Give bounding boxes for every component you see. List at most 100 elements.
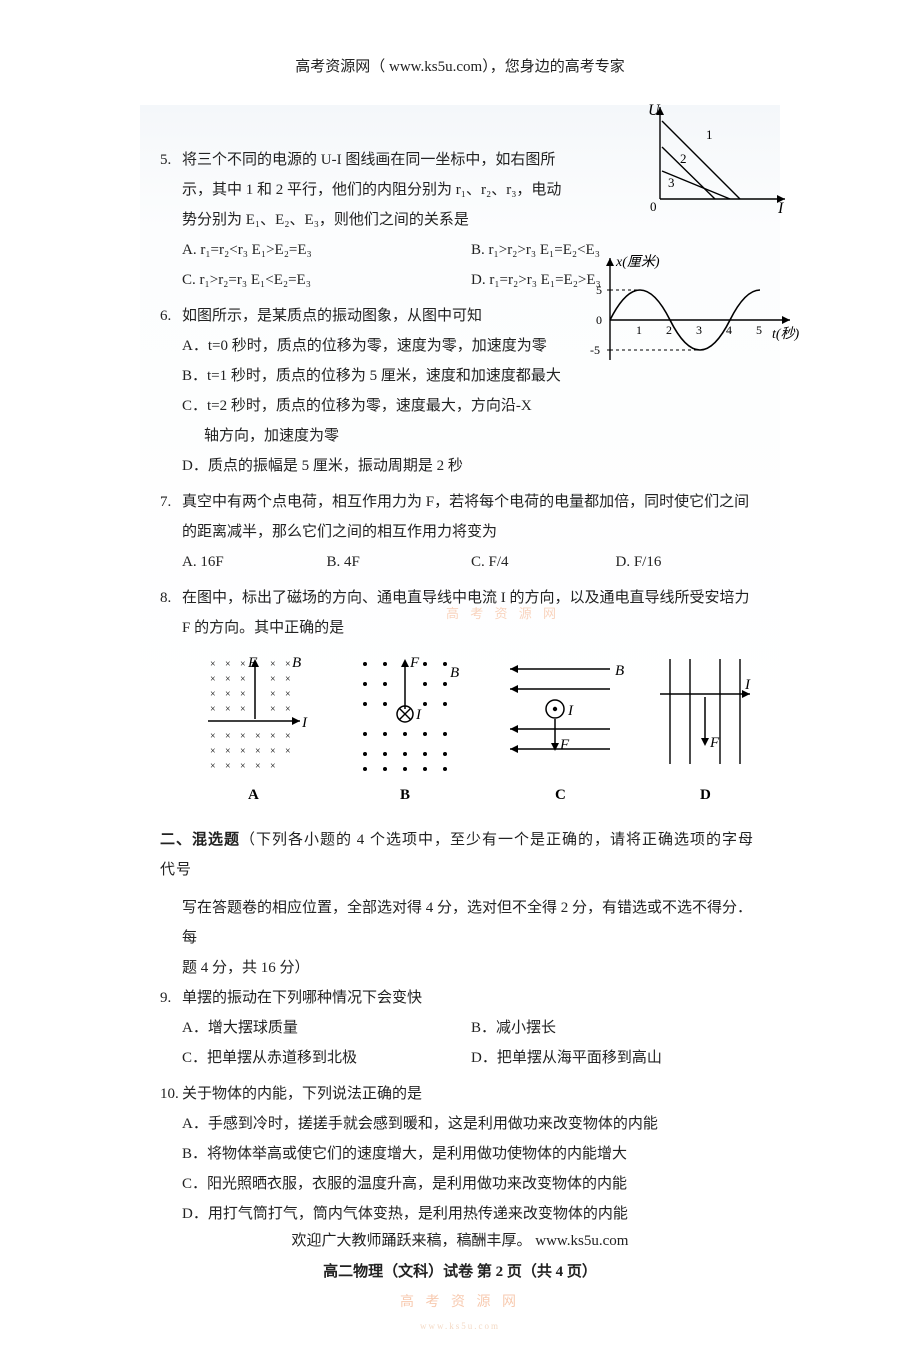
svg-text:×: × [240, 674, 246, 685]
q6-optC: C．t=2 秒时，质点的位移为零，速度最大，方向沿-X [182, 391, 760, 421]
question-8: 8. 在图中，标出了磁场的方向、通电直导线中电流 I 的方向，以及通电直导线所受… [160, 583, 760, 809]
q8a-F: F [247, 655, 258, 671]
q8d-label: D [700, 787, 711, 803]
q7-optA: A. 16F [182, 547, 327, 577]
q8b-B: B [450, 665, 459, 681]
q5-axis-i: I [777, 200, 784, 217]
q5-line1-label: 1 [706, 127, 713, 142]
svg-text:×: × [255, 746, 261, 757]
page-header: 高考资源网（ www.ks5u.com），您身边的高考专家 [0, 0, 920, 76]
svg-text:×: × [270, 746, 276, 757]
watermark-sub: www.ks5u.com [160, 1317, 760, 1335]
question-9: 9. 单摆的振动在下列哪种情况下会变快 A．增大摆球质量 B．减小摆长 C．把单… [160, 983, 760, 1073]
q8a-I: I [301, 715, 308, 731]
svg-text:×: × [270, 674, 276, 685]
q5-optA: A. r₁=r₂<r₃ E₁>E₂=E₃ [182, 235, 471, 265]
svg-text:×: × [285, 659, 291, 670]
section2-desc1: （下列各小题的 4 个选项中，至少有一个是正确的，请将正确选项的字母代号 [160, 832, 754, 878]
q9-line1: 单摆的振动在下列哪种情况下会变快 [182, 983, 760, 1013]
question-7: 7. 真空中有两个点电荷，相互作用力为 F，若将每个电荷的电量都加倍，同时使它们… [160, 487, 760, 577]
svg-text:×: × [270, 659, 276, 670]
q9-optC: C．把单摆从赤道移到北极 [182, 1043, 471, 1073]
section2-title-text: 二、混选题 [160, 832, 240, 848]
q6-ylabel: x(厘米) [615, 254, 660, 270]
q6-optA: A．t=0 秒时，质点的位移为零，速度为零，加速度为零 [182, 331, 760, 361]
q10-line1: 关于物体的内能，下列说法正确的是 [182, 1079, 760, 1109]
svg-text:×: × [285, 731, 291, 742]
q7-optB: B. 4F [327, 547, 472, 577]
page-number: 高二物理（文科）试卷 第 2 页（共 4 页） [160, 1257, 760, 1287]
svg-text:×: × [240, 659, 246, 670]
question-6: 6. 如图所示，是某质点的振动图象，从图中可知 A．t=0 秒时，质点的位移为零… [160, 301, 760, 481]
watermark-main: 高 考 资 源 网 [160, 1289, 760, 1317]
content-wrap: U I 0 1 2 3 5. 将三个不同的电源的 U-I 图线画在同一坐标中，如… [140, 105, 780, 1355]
q8d-F: F [709, 735, 720, 751]
svg-text:×: × [225, 746, 231, 757]
svg-text:×: × [270, 704, 276, 715]
q8b-label: B [400, 787, 410, 803]
svg-text:×: × [210, 704, 216, 715]
q6-xlabel: t(秒) [772, 326, 800, 342]
q8c-B: B [615, 663, 624, 679]
svg-text:×: × [210, 659, 216, 670]
svg-text:×: × [255, 761, 261, 772]
q5-optC: C. r₁>r₂=r₃ E₁<E₂=E₃ [182, 265, 471, 295]
svg-text:×: × [270, 731, 276, 742]
q10-optB: B．将物体举高或使它们的速度增大，是利用做功使物体的内能增大 [182, 1139, 760, 1169]
svg-text:×: × [225, 674, 231, 685]
q5-line3: 势分别为 E₁、E₂、E₃，则他们之间的关系是 [182, 205, 760, 235]
q10-num: 10. [160, 1079, 179, 1109]
q6-num: 6. [160, 301, 171, 331]
q8c-F: F [559, 737, 570, 753]
q6-ytick-5: 5 [596, 283, 602, 297]
svg-text:×: × [210, 761, 216, 772]
q7-optD: D. F/16 [616, 547, 761, 577]
q8-num: 8. [160, 583, 171, 613]
section2-desc2: 写在答题卷的相应位置，全部选对得 4 分，选对但不全得 2 分，有错选或不选不得… [182, 893, 760, 953]
q9-optD: D．把单摆从海平面移到高山 [471, 1043, 760, 1073]
q10-optD: D．用打气筒打气，筒内气体变热，是利用热传递来改变物体的内能 [182, 1199, 760, 1229]
svg-text:×: × [240, 689, 246, 700]
svg-text:×: × [270, 761, 276, 772]
q8c-label: C [555, 787, 566, 803]
svg-text:×: × [210, 689, 216, 700]
question-10: 10. 关于物体的内能，下列说法正确的是 A．手感到冷时，搓搓手就会感到暖和，这… [160, 1079, 760, 1229]
svg-text:×: × [225, 761, 231, 772]
svg-text:×: × [285, 746, 291, 757]
svg-text:×: × [225, 731, 231, 742]
q5-num: 5. [160, 145, 171, 175]
q8c-I: I [567, 703, 574, 719]
q10-optA: A．手感到冷时，搓搓手就会感到暖和，这是利用做功来改变物体的内能 [182, 1109, 760, 1139]
svg-text:×: × [285, 704, 291, 715]
q8-figure: ××××× ××××× ××××× ××××× ×××××× ×××××× ××… [200, 649, 760, 809]
svg-text:×: × [285, 674, 291, 685]
q9-num: 9. [160, 983, 171, 1013]
q6-optB: B．t=1 秒时，质点的位移为 5 厘米，速度和加速度都最大 [182, 361, 760, 391]
q9-optA: A．增大摆球质量 [182, 1013, 471, 1043]
q7-optC: C. F/4 [471, 547, 616, 577]
q5-line1: 将三个不同的电源的 U-I 图线画在同一坐标中，如右图所 [182, 145, 760, 175]
q8b-F: F [409, 655, 420, 671]
svg-text:×: × [285, 689, 291, 700]
q6-optD: D．质点的振幅是 5 厘米，振动周期是 2 秒 [182, 451, 760, 481]
content: U I 0 1 2 3 5. 将三个不同的电源的 U-I 图线画在同一坐标中，如… [140, 105, 780, 1355]
section2-desc3: 题 4 分，共 16 分） [182, 953, 760, 983]
svg-text:×: × [210, 746, 216, 757]
q8b-I: I [415, 707, 422, 723]
svg-text:×: × [240, 761, 246, 772]
q5-line2: 示，其中 1 和 2 平行，他们的内阻分别为 r₁、r₂、r₃，电动 [182, 175, 760, 205]
q9-optB: B．减小摆长 [471, 1013, 760, 1043]
svg-text:×: × [240, 746, 246, 757]
q5-axis-u: U [648, 102, 661, 119]
svg-text:×: × [210, 731, 216, 742]
q6-line1: 如图所示，是某质点的振动图象，从图中可知 [182, 301, 760, 331]
svg-text:×: × [210, 674, 216, 685]
q7-line2: 的距离减半，那么它们之间的相互作用力将变为 [182, 517, 760, 547]
q6-optC2: 轴方向，加速度为零 [204, 421, 760, 451]
q8a-B: B [292, 655, 301, 671]
svg-text:×: × [240, 704, 246, 715]
watermark-inline: 高 考 资 源 网 [446, 601, 560, 627]
svg-text:×: × [240, 731, 246, 742]
q7-num: 7. [160, 487, 171, 517]
q8a-label: A [248, 787, 259, 803]
